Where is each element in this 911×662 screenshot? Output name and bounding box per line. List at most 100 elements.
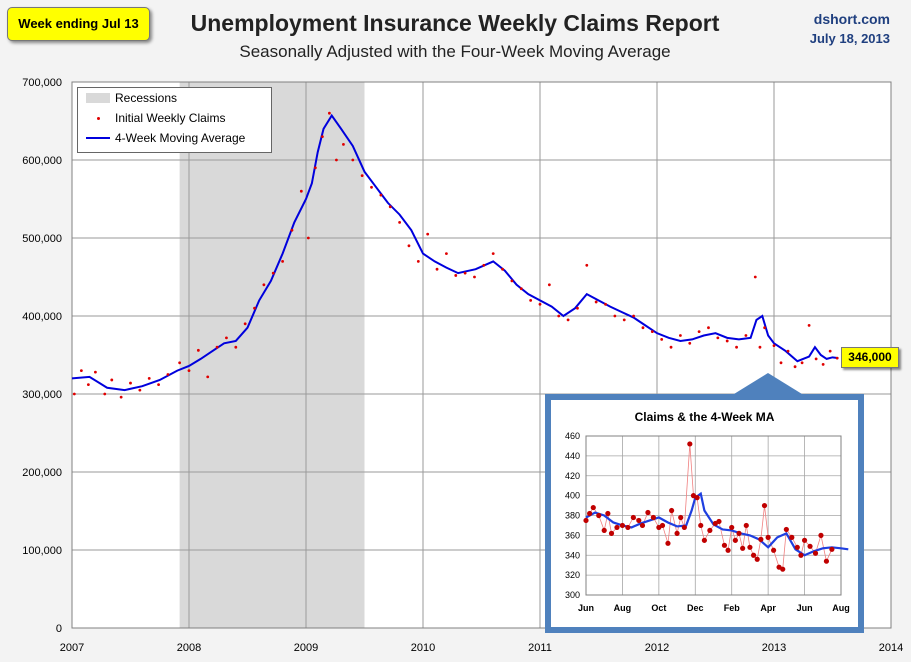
x-tick-label: 2010: [411, 642, 435, 654]
claims-point: [547, 283, 551, 287]
inset-claims-point: [687, 441, 693, 447]
inset-claims-point: [625, 524, 631, 531]
claims-point: [86, 383, 90, 387]
legend-swatch-claims: [97, 117, 100, 120]
inset-x-tick-label: Apr: [760, 603, 776, 613]
inset-claims-point: [780, 566, 786, 572]
inset-claims-point: [729, 524, 735, 531]
claims-point: [407, 244, 411, 248]
x-tick-label: 2008: [177, 642, 201, 654]
inset-claims-point: [630, 514, 636, 521]
claims-point: [482, 263, 486, 267]
claims-point: [807, 323, 811, 327]
inset-claims-point: [619, 522, 626, 529]
inset-claims-point: [678, 514, 684, 521]
legend-label-recessions: Recessions: [115, 91, 178, 105]
claims-point: [320, 135, 324, 139]
claims-point: [157, 383, 160, 387]
inset-claims-point: [765, 534, 771, 540]
x-tick-label: 2007: [60, 642, 84, 654]
legend-label-ma: 4-Week Moving Average: [115, 131, 246, 145]
y-tick-label: 700,000: [22, 77, 62, 89]
claims-point: [814, 357, 818, 361]
claims-point: [306, 236, 310, 240]
inset-claims-point: [743, 522, 749, 529]
inset-chart: Claims & the 4-Week MA 300 320 340 360 380 40…: [545, 394, 864, 633]
claims-point: [313, 166, 317, 170]
inset-x-tick-label: Aug: [832, 603, 850, 613]
claims-point: [725, 339, 729, 343]
claims-point: [342, 143, 345, 146]
inset-claims-point: [639, 522, 646, 529]
claims-point: [243, 322, 247, 326]
claims-point: [103, 392, 107, 396]
inset-claims-point: [681, 524, 687, 531]
source-date: July 18, 2013: [809, 31, 890, 46]
inset-claims-point: [669, 507, 675, 514]
claims-point: [119, 395, 123, 399]
claims-point: [557, 314, 561, 318]
inset-claims-point: [812, 550, 819, 556]
y-tick-label: 200,000: [22, 467, 62, 479]
claims-point: [79, 369, 83, 372]
claims-point: [262, 283, 266, 287]
y-tick-label: 400,000: [22, 311, 62, 323]
claims-point: [707, 326, 710, 330]
claims-point: [679, 334, 682, 337]
claims-point: [697, 330, 701, 333]
claims-point: [793, 365, 797, 369]
claims-point: [398, 221, 401, 224]
chart-title: Unemployment Insurance Weekly Claims Rep…: [190, 10, 720, 36]
claims-point: [435, 267, 439, 271]
inset-claims-point: [605, 510, 611, 517]
claims-point: [129, 381, 132, 385]
inset-claims-point: [818, 532, 824, 538]
claims-point: [604, 302, 607, 306]
claims-point: [632, 314, 635, 318]
claims-point: [473, 275, 476, 279]
inset-claims-point: [716, 518, 722, 525]
x-tick-label: 2009: [294, 642, 318, 654]
claims-point: [138, 388, 142, 392]
inset-claims-point: [740, 545, 746, 551]
inset-y-tick-label: 380: [565, 511, 580, 521]
claims-point: [594, 300, 598, 304]
claims-point: [566, 318, 570, 322]
claims-point: [225, 336, 228, 340]
inset-claims-point: [807, 543, 813, 549]
inset-claims-point: [636, 517, 642, 524]
claims-point: [688, 341, 692, 345]
inset-y-tick-label: 440: [565, 451, 580, 461]
inset-y-tick-label: 360: [565, 530, 580, 540]
claims-point: [94, 370, 97, 374]
claims-point: [370, 185, 373, 189]
inset-claims-point: [698, 522, 704, 529]
inset-claims-point: [674, 530, 680, 536]
inset-y-tick-label: 400: [565, 491, 580, 501]
legend-item-ma: 4-Week Moving Average: [78, 129, 271, 147]
claims-point: [454, 274, 458, 277]
legend-label-claims: Initial Weekly Claims: [115, 111, 226, 125]
y-tick-label: 600,000: [22, 155, 62, 167]
claims-point: [519, 287, 523, 291]
inset-claims-point: [783, 526, 789, 533]
inset-claims-point: [590, 504, 596, 511]
claims-point: [763, 326, 767, 330]
inset-claims-point: [650, 514, 656, 521]
inset-claims-point: [750, 552, 757, 558]
inset-claims-point: [614, 524, 620, 531]
week-ending-badge: Week ending Jul 13: [7, 7, 150, 41]
claims-point: [585, 263, 589, 267]
inset-claims-point: [794, 544, 800, 550]
inset-claims-point: [721, 542, 728, 548]
claims-point: [669, 345, 673, 349]
claims-point: [660, 338, 664, 341]
claims-point: [328, 111, 331, 115]
legend-item-recessions: Recessions: [78, 89, 271, 107]
claims-point: [772, 344, 776, 348]
claims-point: [758, 345, 762, 349]
inset-claims-point: [596, 512, 602, 519]
claims-point: [379, 193, 383, 197]
claims-point: [821, 362, 825, 366]
claims-point: [491, 252, 495, 256]
